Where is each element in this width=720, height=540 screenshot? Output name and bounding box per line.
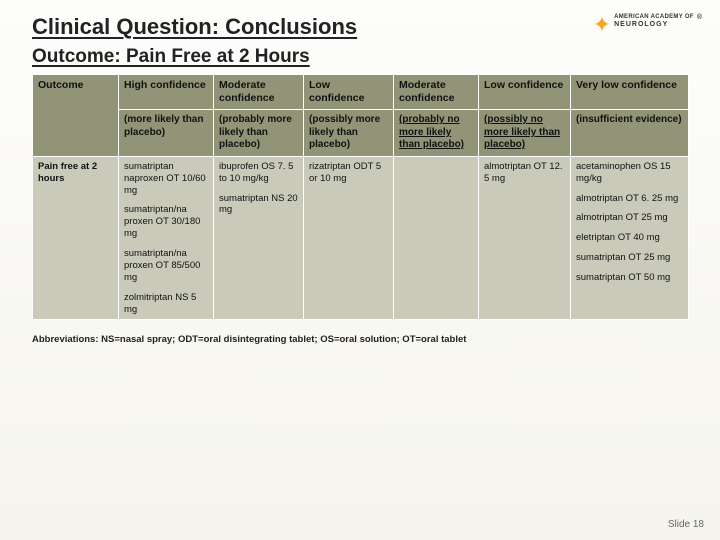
col-subheader: (probably no more likely than placebo) (394, 110, 479, 157)
col-subheader: (more likely than placebo) (119, 110, 214, 157)
logo-line2: NEUROLOGY (614, 21, 694, 29)
col-header: High confidence (119, 75, 214, 110)
col-subheader: (insufficient evidence) (571, 110, 689, 157)
outcome-table: Outcome High confidence Moderate confide… (32, 74, 689, 320)
col-subheader: (probably more likely than placebo) (214, 110, 304, 157)
registered-icon: ® (697, 14, 702, 21)
col-subheader: (possibly no more likely than placebo) (479, 110, 571, 157)
cell-high: sumatriptan naproxen OT 10/60 mg sumatri… (119, 156, 214, 320)
cell-low-1: rizatriptan ODT 5 or 10 mg (304, 156, 394, 320)
table-subheader-row: (more likely than placebo) (probably mor… (33, 110, 689, 157)
logo-line1: AMERICAN ACADEMY OF (614, 14, 694, 21)
slide-number: Slide 18 (668, 519, 704, 530)
table-row: Pain free at 2 hours sumatriptan naproxe… (33, 156, 689, 320)
col-header: Moderate confidence (394, 75, 479, 110)
col-header: Low confidence (479, 75, 571, 110)
col-header: Low confidence (304, 75, 394, 110)
cell-moderate-2 (394, 156, 479, 320)
abbreviations: Abbreviations: NS=nasal spray; ODT=oral … (32, 334, 688, 345)
col-header: Moderate confidence (214, 75, 304, 110)
page-subtitle: Outcome: Pain Free at 2 Hours (0, 42, 720, 74)
star-icon: ✦ (593, 14, 611, 36)
cell-moderate-1: ibuprofen OS 7. 5 to 10 mg/kg sumatripta… (214, 156, 304, 320)
table-header-row: Outcome High confidence Moderate confide… (33, 75, 689, 110)
row-label-header: Outcome (33, 75, 119, 157)
col-header: Very low confidence (571, 75, 689, 110)
cell-verylow: acetaminophen OS 15 mg/kg almotriptan OT… (571, 156, 689, 320)
logo: ✦ AMERICAN ACADEMY OF NEUROLOGY ® (593, 14, 702, 36)
cell-low-2: almotriptan OT 12. 5 mg (479, 156, 571, 320)
row-label: Pain free at 2 hours (33, 156, 119, 320)
col-subheader: (possibly more likely than placebo) (304, 110, 394, 157)
